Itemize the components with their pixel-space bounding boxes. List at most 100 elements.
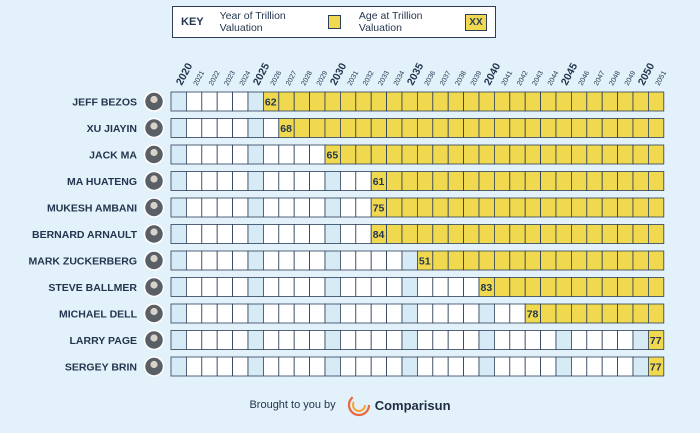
filled-year-cell bbox=[555, 91, 572, 112]
filled-year-cell bbox=[601, 197, 619, 218]
empty-year-cell bbox=[262, 197, 280, 218]
empty-year-cell bbox=[447, 277, 465, 297]
empty-year-cell bbox=[216, 118, 233, 138]
empty-year-cell bbox=[355, 277, 372, 297]
empty-year-cell bbox=[216, 144, 233, 165]
empty-year-cell bbox=[309, 250, 326, 271]
filled-year-cell bbox=[478, 91, 495, 112]
empty-year-cell bbox=[170, 91, 187, 112]
filled-year-cell bbox=[370, 91, 388, 112]
empty-year-cell bbox=[278, 303, 295, 324]
empty-year-cell bbox=[232, 224, 249, 244]
filled-year-cell bbox=[463, 171, 480, 191]
person-name: JEFF BEZOS bbox=[72, 97, 137, 109]
age-label: 83 bbox=[481, 282, 493, 294]
empty-year-cell bbox=[201, 356, 218, 377]
empty-year-cell bbox=[339, 330, 357, 350]
empty-year-cell bbox=[201, 118, 218, 138]
legend-title: KEY bbox=[181, 16, 204, 28]
filled-year-cell bbox=[601, 224, 619, 244]
filled-year-cell bbox=[586, 303, 603, 324]
empty-year-cell bbox=[247, 118, 264, 138]
filled-year-cell bbox=[540, 303, 557, 324]
filled-year-cell bbox=[632, 144, 649, 165]
footer-brand[interactable]: Comparisun bbox=[346, 392, 451, 418]
age-label: 78 bbox=[527, 309, 539, 321]
filled-year-cell bbox=[447, 224, 465, 244]
empty-year-cell bbox=[309, 330, 326, 350]
empty-year-cell bbox=[293, 144, 311, 165]
person-name: JACK MA bbox=[89, 150, 137, 162]
footer: Brought to you by Comparisun bbox=[0, 388, 700, 422]
filled-year-cell bbox=[432, 91, 449, 112]
person-avatar-face bbox=[150, 175, 158, 183]
empty-year-cell bbox=[262, 224, 280, 244]
filled-year-cell bbox=[339, 91, 357, 112]
empty-year-cell bbox=[293, 356, 311, 377]
empty-year-cell bbox=[632, 356, 649, 377]
empty-year-cell bbox=[432, 277, 449, 297]
empty-year-cell bbox=[370, 277, 388, 297]
filled-year-cell bbox=[432, 197, 449, 218]
empty-year-cell bbox=[493, 303, 511, 324]
filled-year-cell bbox=[509, 118, 526, 138]
filled-year-cell bbox=[339, 144, 357, 165]
filled-year-cell bbox=[416, 171, 434, 191]
filled-year-cell bbox=[601, 171, 619, 191]
empty-year-cell bbox=[309, 171, 326, 191]
filled-year-cell bbox=[401, 224, 418, 244]
filled-year-cell bbox=[571, 303, 588, 324]
year-label-2046: 2046 bbox=[578, 70, 592, 87]
filled-year-cell bbox=[447, 144, 465, 165]
empty-year-cell bbox=[262, 303, 280, 324]
year-label-2033: 2033 bbox=[377, 70, 391, 87]
legend-key: KEY Year of Trillion Valuation Age at Tr… bbox=[172, 6, 496, 38]
filled-year-cell bbox=[493, 171, 511, 191]
filled-year-cell bbox=[416, 224, 434, 244]
empty-year-cell bbox=[355, 171, 372, 191]
empty-year-cell bbox=[401, 277, 418, 297]
filled-year-cell bbox=[386, 197, 403, 218]
empty-year-cell bbox=[293, 224, 311, 244]
filled-year-cell bbox=[632, 303, 649, 324]
empty-year-cell bbox=[185, 197, 203, 218]
filled-year-cell bbox=[463, 197, 480, 218]
year-label-2021: 2021 bbox=[193, 70, 207, 87]
filled-year-cell bbox=[586, 171, 603, 191]
empty-year-cell bbox=[232, 171, 249, 191]
filled-year-cell bbox=[601, 91, 619, 112]
filled-year-cell bbox=[493, 144, 511, 165]
empty-year-cell bbox=[509, 356, 526, 377]
empty-year-cell bbox=[386, 303, 403, 324]
filled-year-cell bbox=[401, 171, 418, 191]
empty-year-cell bbox=[370, 250, 388, 271]
filled-year-cell bbox=[478, 118, 495, 138]
filled-year-cell bbox=[339, 118, 357, 138]
filled-year-cell bbox=[478, 144, 495, 165]
empty-year-cell bbox=[201, 250, 218, 271]
filled-year-cell bbox=[540, 224, 557, 244]
year-label-2029: 2029 bbox=[316, 70, 330, 87]
year-label-2038: 2038 bbox=[454, 70, 468, 87]
empty-year-cell bbox=[216, 224, 233, 244]
age-label: 62 bbox=[265, 97, 277, 109]
filled-year-cell bbox=[632, 277, 649, 297]
empty-year-cell bbox=[262, 171, 280, 191]
filled-year-cell bbox=[555, 250, 572, 271]
empty-year-cell bbox=[509, 330, 526, 350]
empty-year-cell bbox=[432, 303, 449, 324]
person-avatar-face bbox=[150, 228, 158, 236]
age-label: 77 bbox=[650, 362, 662, 374]
empty-year-cell bbox=[170, 277, 187, 297]
empty-year-cell bbox=[278, 171, 295, 191]
empty-year-cell bbox=[293, 303, 311, 324]
filled-year-cell bbox=[478, 224, 495, 244]
empty-year-cell bbox=[185, 91, 203, 112]
filled-year-cell bbox=[601, 144, 619, 165]
empty-year-cell bbox=[339, 277, 357, 297]
person-name: MARK ZUCKERBERG bbox=[29, 256, 138, 268]
filled-year-cell bbox=[416, 197, 434, 218]
empty-year-cell bbox=[324, 250, 341, 271]
filled-year-cell bbox=[586, 277, 603, 297]
